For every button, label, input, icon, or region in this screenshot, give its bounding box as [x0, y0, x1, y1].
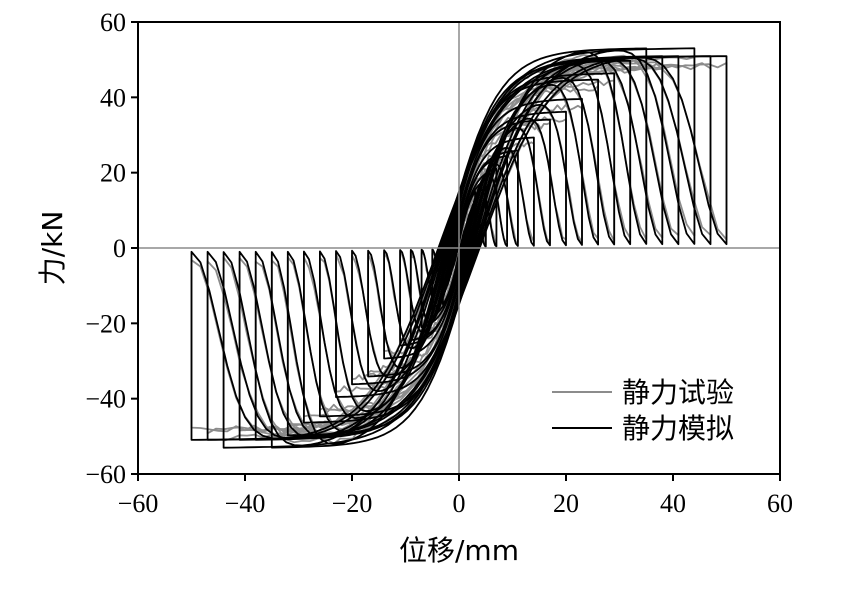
hysteresis-loop — [270, 47, 648, 449]
x-tick-label: 60 — [767, 489, 793, 518]
y-axis-title: 力/kN — [36, 211, 69, 286]
x-tick-label: 40 — [660, 489, 686, 518]
y-tick-label: −20 — [85, 309, 126, 338]
y-tick-label: −40 — [85, 385, 126, 414]
series-static-simulation — [190, 47, 728, 449]
hysteresis-loop — [367, 118, 551, 378]
legend: 静力试验 静力模拟 — [552, 376, 734, 445]
x-tick-label: −20 — [332, 489, 373, 518]
hysteresis-loop — [190, 55, 728, 441]
x-axis-title: 位移/mm — [399, 534, 519, 567]
x-tick-label: −40 — [225, 489, 266, 518]
x-axis-ticks: −60 −40 −20 0 20 40 60 — [118, 474, 793, 518]
plot-content — [190, 47, 728, 449]
y-tick-label: 40 — [100, 83, 126, 112]
legend-label-static-test: 静力试验 — [622, 376, 734, 409]
hysteresis-loop — [335, 98, 583, 398]
hysteresis-loop — [254, 55, 664, 441]
zero-lines — [138, 22, 780, 474]
x-tick-label: −60 — [118, 489, 159, 518]
legend-label-static-simulation: 静力模拟 — [622, 412, 734, 445]
x-tick-label: 20 — [553, 489, 579, 518]
x-tick-label: 0 — [453, 489, 466, 518]
hysteresis-loop — [222, 47, 696, 449]
y-tick-label: −60 — [85, 460, 126, 489]
hysteresis-loop — [319, 78, 599, 418]
hysteresis-loop — [206, 55, 712, 441]
y-axis-ticks: −60 −40 −20 0 20 40 60 — [85, 8, 138, 489]
hysteresis-loop — [399, 149, 519, 347]
y-tick-label: 60 — [100, 8, 126, 37]
y-tick-label: 0 — [113, 234, 126, 263]
y-tick-label: 20 — [100, 159, 126, 188]
